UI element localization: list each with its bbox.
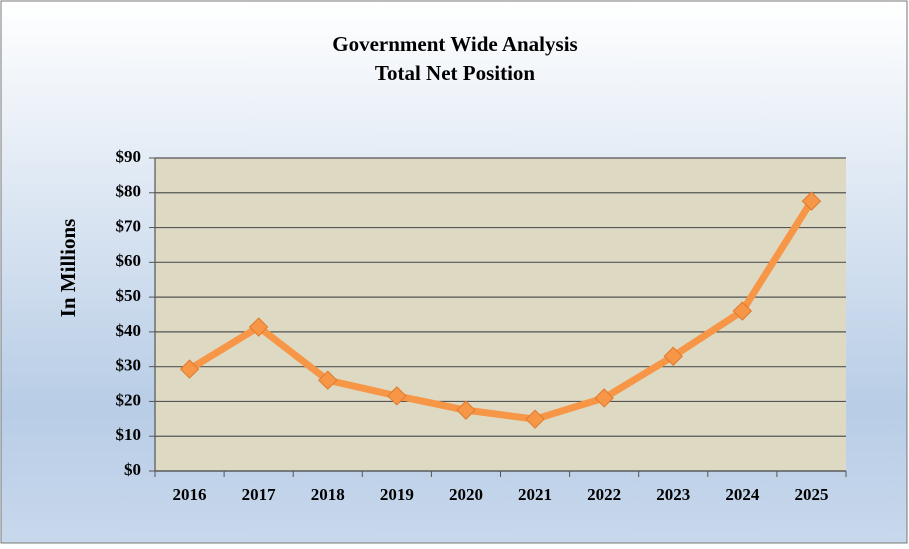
x-tick-label: 2019 <box>380 485 414 504</box>
chart-title: Government Wide Analysis <box>332 32 577 56</box>
x-tick-label: 2022 <box>587 485 621 504</box>
chart-subtitle: Total Net Position <box>375 61 536 85</box>
marker <box>732 301 753 321</box>
marker <box>179 359 200 379</box>
y-tick-label: $10 <box>116 425 142 444</box>
marker <box>525 409 545 429</box>
y-tick-label: $60 <box>116 251 142 270</box>
marker <box>801 191 822 211</box>
x-tick-label: 2021 <box>518 485 552 504</box>
line <box>187 199 815 423</box>
marker <box>663 346 683 366</box>
y-tick-label: $40 <box>116 321 142 340</box>
x-tick-label: 2023 <box>656 485 690 504</box>
marker <box>248 317 269 337</box>
y-tick-label: $20 <box>116 390 142 409</box>
y-tick-label: $90 <box>116 147 142 166</box>
x-tick-label: 2018 <box>311 485 345 504</box>
y-tick-label: $30 <box>116 356 142 375</box>
marker <box>456 400 476 420</box>
marker <box>387 386 407 406</box>
y-tick-label: $70 <box>116 216 142 235</box>
y-tick-label: $0 <box>124 460 141 479</box>
x-tick-label: 2024 <box>725 485 760 504</box>
y-tick-label: $50 <box>116 286 142 305</box>
x-tick-label: 2020 <box>449 485 483 504</box>
y-axis-label: In Millions <box>56 219 80 318</box>
marker <box>318 370 338 390</box>
x-tick-label: 2025 <box>794 485 828 504</box>
x-tick-label: 2016 <box>173 485 207 504</box>
y-tick-label: $80 <box>116 182 142 201</box>
x-tick-label: 2017 <box>242 485 277 504</box>
marker <box>594 388 614 408</box>
